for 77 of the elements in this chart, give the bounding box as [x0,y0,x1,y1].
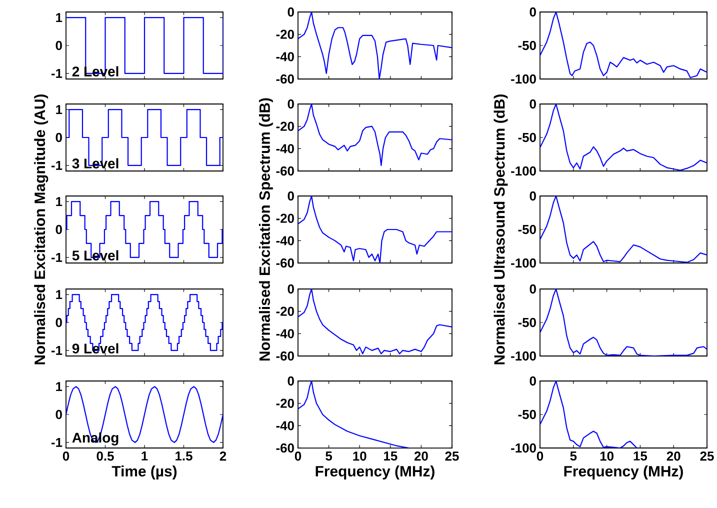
y-tick-label: -50 [518,132,536,142]
y-tick-label: 0 [56,410,62,420]
y-tick-label: 0 [530,284,536,294]
line-series [298,12,452,80]
y-tick-label: 1 [56,13,62,22]
y-tick-label: 0 [288,99,294,109]
x-tick-label: 2 [220,452,226,461]
x-tick-label: 25 [700,452,714,461]
y-tick-label: -40 [276,329,294,338]
x-tick-label: 1.5 [176,452,192,461]
x-tick-label: 10 [353,452,366,461]
y-tick-label: -1 [51,346,62,355]
y-axis-title: Normalised Excitation Magnitude (AU) [34,94,48,364]
y-tick-label: -100 [511,74,536,84]
y-tick-label: -40 [276,144,294,154]
y-tick-label: -20 [276,30,294,39]
y-tick-label: 0 [288,284,294,294]
x-axis-title: Time (µs) [112,466,177,480]
x-tick-label: 10 [600,452,614,461]
y-tick-label: -20 [276,398,294,408]
y-tick-label: -60 [276,443,294,453]
y-axis-title: Normalised Excitation Spectrum (dB) [258,98,273,361]
y-tick-label: 0 [530,191,536,201]
y-tick-label: 0 [288,7,294,17]
x-axis-title: Frequency (MHz) [316,466,434,480]
x-tick-label: 25 [445,452,459,461]
y-tick-label: 0 [56,40,62,50]
y-tick-label: 0 [56,224,62,234]
y-tick-label: -1 [51,438,62,447]
line-series [298,104,452,166]
y-tick-label: 0 [530,7,536,17]
y-tick-label: -100 [511,258,536,268]
y-tick-label: 1 [56,197,62,206]
y-tick-label: -1 [51,68,62,78]
x-tick-label: 0 [294,452,302,461]
y-tick-label: 0 [56,132,62,142]
y-tick-label: -20 [276,306,294,316]
y-tick-label: 0 [288,376,294,386]
y-tick-label: -1 [51,160,62,170]
line-series [298,196,452,264]
x-tick-label: 1 [142,452,148,460]
x-tick-label: 20 [666,452,680,461]
y-tick-label: 0 [56,318,62,328]
y-tick-label: 1 [56,382,62,392]
x-tick-label: 5 [570,452,577,461]
y-tick-label: -60 [276,166,294,176]
x-tick-label: 0 [62,452,70,461]
x-tick-label: 0.5 [96,452,114,461]
y-tick-label: 0 [530,99,536,109]
y-tick-label: -60 [276,351,294,361]
x-tick-label: 15 [634,452,648,461]
x-tick-label: 5 [326,452,332,461]
x-tick-label: 0 [536,452,544,461]
y-tick-label: -50 [518,40,536,50]
y-tick-label: -40 [276,421,294,430]
y-tick-label: 1 [56,290,62,300]
y-tick-label: -1 [51,252,62,262]
y-tick-label: -50 [518,224,536,234]
y-axis-title: Normalised Ultrasound Spectrum (dB) [494,94,508,364]
y-tick-label: 0 [530,376,536,386]
y-tick-label: -100 [511,443,536,453]
y-tick-label: -60 [276,74,294,84]
y-tick-label: -20 [276,214,294,223]
y-tick-label: -100 [511,351,536,361]
y-tick-label: 1 [56,105,62,114]
y-tick-label: -50 [518,410,536,420]
x-tick-label: 15 [384,452,398,461]
y-tick-label: -60 [276,258,294,268]
y-tick-label: -40 [276,236,294,246]
line-series [298,289,452,354]
y-tick-label: -40 [276,52,294,62]
y-tick-label: -100 [511,166,536,176]
x-tick-label: 20 [414,452,428,461]
y-tick-label: -50 [518,318,536,328]
y-tick-label: -20 [276,122,294,131]
y-tick-label: 0 [288,191,294,201]
x-axis-title: Frequency (MHz) [564,466,683,480]
